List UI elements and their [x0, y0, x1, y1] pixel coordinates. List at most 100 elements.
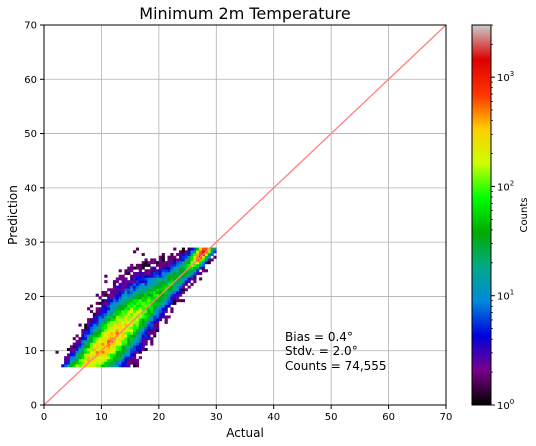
colorbar [471, 24, 492, 406]
heatmap-cell [167, 269, 171, 273]
heatmap-cell [133, 350, 137, 354]
heatmap-cell [101, 329, 105, 333]
heatmap-cell [184, 253, 188, 257]
heatmap-cell [124, 299, 128, 303]
heatmap-cell [153, 261, 157, 265]
heatmap-cell [133, 342, 137, 346]
heatmap-cell [158, 266, 163, 270]
heatmap-cell [155, 291, 160, 295]
heatmap-cell [110, 296, 114, 300]
heatmap-cell [178, 299, 183, 303]
heatmap-cell [144, 348, 148, 352]
heatmap-cell [89, 304, 94, 308]
heatmap-cell [138, 266, 142, 270]
heatmap-cell [115, 342, 119, 346]
heatmap-cell [135, 274, 140, 278]
heatmap-cell [87, 339, 91, 343]
heatmap-cell [115, 329, 119, 333]
heatmap-cell [155, 280, 160, 284]
heatmap-cell [107, 293, 111, 297]
heatmap-cell [176, 285, 180, 289]
heatmap-cell [170, 274, 174, 278]
heatmap-cell [118, 318, 122, 322]
heatmap-cell [150, 299, 154, 303]
heatmap-cell [75, 358, 79, 362]
heatmap-cell [161, 269, 165, 273]
heatmap-cell [130, 277, 134, 281]
heatmap-cell [155, 274, 160, 278]
heatmap-cell [115, 304, 119, 308]
heatmap-cell [155, 299, 160, 303]
heatmap-cell [127, 296, 131, 300]
heatmap-cell [124, 361, 128, 365]
heatmap-cell [199, 247, 203, 251]
heatmap-cell [130, 299, 134, 303]
x-tick-label: 70 [440, 412, 453, 423]
heatmap-cell [153, 331, 157, 335]
heatmap-cell [138, 348, 142, 352]
heatmap-cell [170, 261, 174, 265]
heatmap-cell [187, 247, 191, 251]
heatmap-cell [176, 258, 180, 262]
heatmap-cell [170, 263, 174, 267]
heatmap-cell [141, 323, 145, 327]
heatmap-cell [196, 263, 200, 267]
heatmap-cell [89, 350, 94, 354]
heatmap-cell [104, 337, 108, 341]
heatmap-cell [107, 329, 111, 333]
heatmap-cell [115, 312, 119, 316]
heatmap-cell [95, 345, 99, 349]
heatmap-cell [107, 323, 111, 327]
heatmap-cell [112, 288, 117, 292]
heatmap-cell [133, 301, 137, 305]
heatmap-cell [101, 364, 105, 368]
heatmap-cell [92, 353, 96, 357]
heatmap-cell [138, 269, 142, 273]
heatmap-cell [138, 345, 142, 349]
x-axis-ticks: 0 10 20 30 40 50 60 70 [41, 405, 453, 423]
heatmap-cell [141, 348, 145, 352]
heatmap-cell [147, 307, 151, 311]
heatmap-cell [204, 258, 208, 262]
heatmap-cell [110, 364, 114, 368]
heatmap-cell [115, 280, 119, 284]
heatmap-cell [112, 356, 117, 360]
heatmap-cell [98, 323, 102, 327]
heatmap-cell [130, 304, 134, 308]
heatmap-cell [133, 288, 137, 292]
heatmap-cell [155, 326, 160, 330]
heatmap-cell [158, 307, 163, 311]
heatmap-cell [92, 334, 96, 338]
heatmap-cell [84, 361, 88, 365]
y-axis-ticks: 0 10 20 30 40 50 60 70 [24, 21, 44, 412]
heatmap-cell [190, 274, 194, 278]
y-tick-label: 70 [24, 21, 37, 32]
heatmap-cell [95, 334, 99, 338]
y-tick-label: 30 [24, 238, 37, 249]
heatmap-cell [150, 285, 154, 289]
heatmap-cell [170, 293, 174, 297]
heatmap-cell [110, 323, 114, 327]
heatmap-cell [181, 299, 185, 303]
heatmap-cell [130, 310, 134, 314]
heatmap-cell [167, 282, 171, 286]
heatmap-cell [130, 345, 134, 349]
y-tick-label: 50 [24, 129, 37, 140]
heatmap-cell [81, 364, 85, 368]
heatmap-cell [158, 301, 163, 305]
heatmap-cell [98, 326, 102, 330]
heatmap-cell [115, 307, 119, 311]
heatmap-cell [92, 318, 96, 322]
heatmap-cell [84, 356, 88, 360]
heatmap-cell [133, 296, 137, 300]
heatmap-cell [124, 353, 128, 357]
heatmap-cell [110, 318, 114, 322]
heatmap-cell [98, 342, 102, 346]
heatmap-cell [161, 301, 165, 305]
heatmap-cell [150, 258, 154, 262]
heatmap-cell [121, 323, 125, 327]
heatmap-cell [161, 288, 165, 292]
annotation-stdv: Stdv. = 2.0° [285, 344, 358, 358]
heatmap-cell [92, 329, 96, 333]
heatmap-cell [153, 274, 157, 278]
